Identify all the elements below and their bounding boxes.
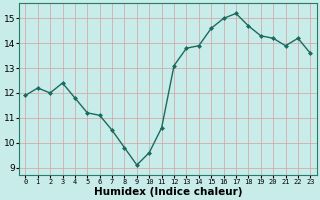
X-axis label: Humidex (Indice chaleur): Humidex (Indice chaleur) xyxy=(93,187,242,197)
